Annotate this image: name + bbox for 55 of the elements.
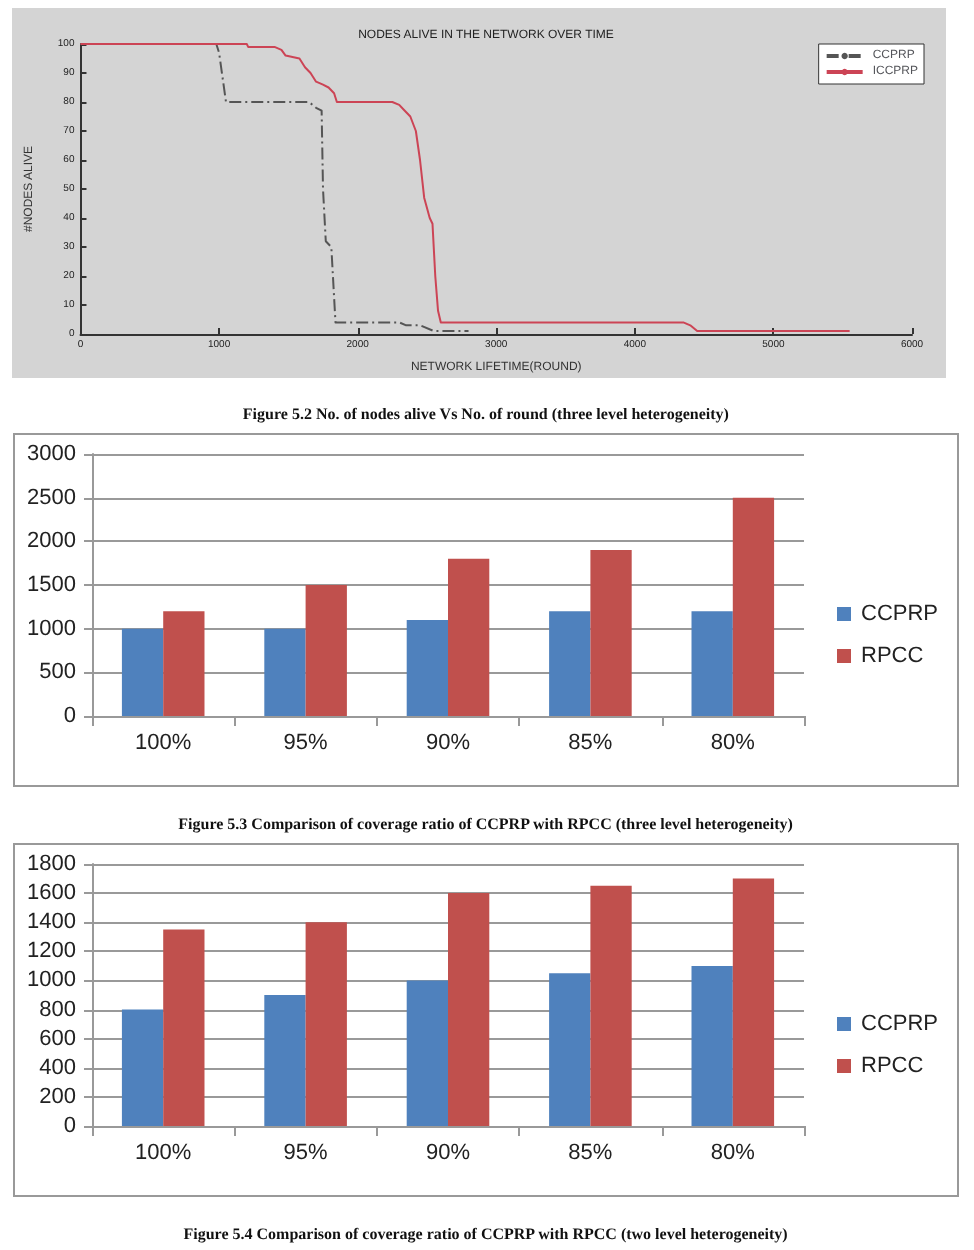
caption: Figure 5.4 Comparison of coverage ratio of CCPRP with RPCC (two level heterogeneity) bbox=[183, 1225, 789, 1243]
y-tick-label: 1400 bbox=[27, 910, 76, 935]
x-tick-label: 100% bbox=[135, 1141, 192, 1165]
bar bbox=[305, 922, 347, 1126]
bar bbox=[163, 929, 205, 1126]
x-tick-label: 95% bbox=[283, 731, 329, 755]
bar bbox=[549, 973, 591, 1126]
y-tick-label: 1800 bbox=[27, 852, 76, 876]
y-tick-label: 1200 bbox=[27, 939, 76, 964]
line-series bbox=[79, 43, 851, 333]
bar bbox=[305, 585, 347, 716]
caption: Figure 5.3 Comparison of coverage ratio of CCPRP with RPCC (three level heterogeneity) bbox=[178, 815, 794, 833]
x-tick-label: 80% bbox=[710, 731, 756, 755]
y-tick-label: 1000 bbox=[27, 616, 76, 641]
y-tick-label: 400 bbox=[39, 1055, 76, 1080]
bar bbox=[691, 611, 733, 716]
x-tick-label: 80% bbox=[710, 1141, 756, 1165]
legend-label: CCPRP bbox=[860, 1012, 939, 1036]
bar bbox=[406, 980, 448, 1126]
bar bbox=[549, 611, 591, 716]
x-tick-label: 90% bbox=[425, 1141, 471, 1165]
y-tick-label: 1600 bbox=[27, 881, 76, 906]
bar bbox=[406, 619, 448, 716]
bar bbox=[264, 628, 306, 716]
x-tick-label: 100% bbox=[135, 731, 192, 755]
bar bbox=[163, 611, 205, 716]
y-tick-label: 0 bbox=[63, 1114, 76, 1138]
x-tick-label: 85% bbox=[568, 1141, 613, 1165]
y-tick-label: 1000 bbox=[27, 968, 76, 993]
bar bbox=[590, 885, 632, 1126]
y-tick-label: 2000 bbox=[27, 529, 76, 554]
x-tick-label: 90% bbox=[425, 731, 471, 755]
x-tick-label: 85% bbox=[568, 731, 613, 755]
y-tick-label: 3000 bbox=[27, 442, 76, 466]
bar bbox=[732, 497, 775, 716]
y-tick-label: 500 bbox=[39, 660, 76, 685]
legend-label: RPCC bbox=[860, 1054, 924, 1078]
y-tick-label: 200 bbox=[39, 1084, 76, 1109]
legend-label: RPCC bbox=[860, 644, 924, 668]
bar bbox=[264, 995, 306, 1126]
bar bbox=[121, 1009, 164, 1126]
bar bbox=[590, 550, 632, 716]
y-tick-label: 2500 bbox=[27, 485, 76, 510]
bar bbox=[448, 558, 490, 716]
bar bbox=[448, 893, 490, 1126]
y-tick-label: 0 bbox=[63, 704, 76, 728]
legend-label: CCPRP bbox=[860, 602, 939, 626]
y-tick-label: 600 bbox=[39, 1026, 76, 1051]
bar bbox=[691, 965, 733, 1126]
bar bbox=[121, 628, 164, 716]
bar bbox=[732, 878, 775, 1126]
y-tick-label: 800 bbox=[39, 997, 76, 1022]
x-tick-label: 95% bbox=[283, 1141, 329, 1165]
caption: Figure 5.2 No. of nodes alive Vs No. of round (three level heterogeneity) bbox=[242, 405, 730, 423]
y-tick-label: 1500 bbox=[27, 573, 76, 597]
